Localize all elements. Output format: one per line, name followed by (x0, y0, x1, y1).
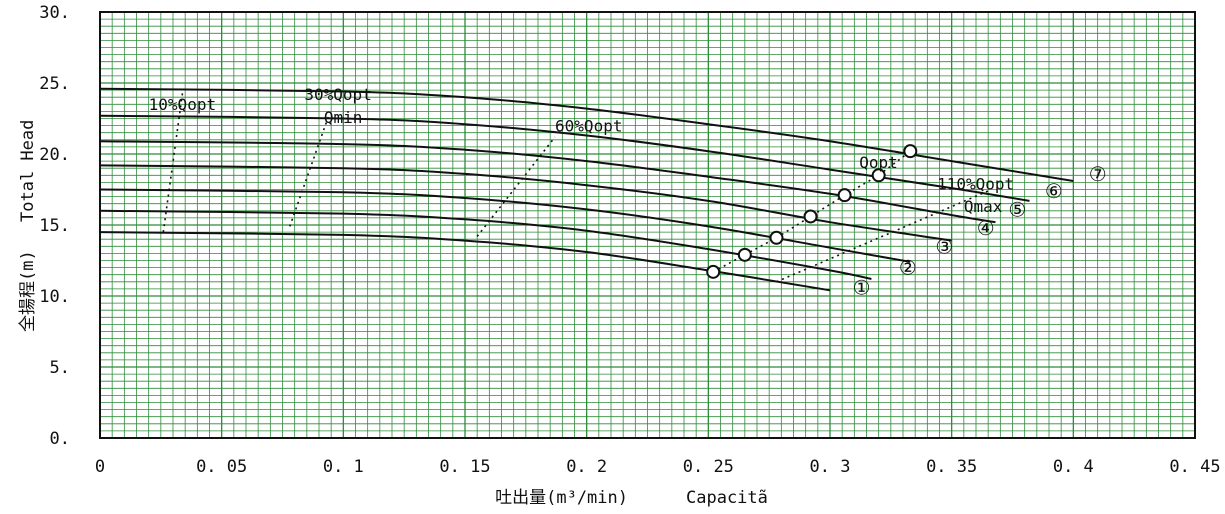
x-axis-title-jp: 吐出量(m³/min) (495, 488, 628, 508)
annotation-110-qopt: 110%Qopt (937, 175, 1014, 194)
y-tick-label: 20. (39, 145, 70, 165)
plot-frame (99, 11, 1196, 439)
opt-marker-7 (903, 144, 918, 159)
y-axis-title-jp: 全揚程(m) (18, 250, 38, 332)
head-curve-2 (99, 209, 872, 280)
x-tick-label: 0. 05 (196, 457, 247, 477)
head-curve-5 (99, 140, 996, 224)
x-tick-labels: 0 0. 05 0. 1 0. 15 0. 2 0. 25 0. 3 0. 35 0. 4 0. … (95, 457, 1221, 477)
curve-label-6: ⑥ (1045, 179, 1063, 203)
annotations: 10%Qopt 30%Qopt Qmin 60%Qopt Qopt 110%Qopt Qma… (149, 85, 1014, 216)
y-tick-label: 25. (39, 74, 70, 94)
opt-marker-2 (737, 247, 752, 262)
opt-marker-3 (769, 230, 784, 245)
guide-lines (162, 91, 989, 283)
y-tick-label: 10. (39, 287, 70, 307)
head-curve-7 (99, 87, 1074, 182)
curve-label-3: ③ (935, 234, 953, 258)
opt-marker-4 (803, 209, 818, 224)
x-tick-label: 0. 2 (566, 457, 607, 477)
guide-line-110-qopt (776, 190, 989, 283)
x-tick-label: 0. 4 (1053, 457, 1094, 477)
opt-markers (706, 144, 918, 279)
opt-marker-1 (706, 264, 721, 279)
opt-marker-5 (837, 188, 852, 203)
curve-label-2: ② (899, 256, 917, 280)
x-tick-label: 0. 35 (926, 457, 977, 477)
annotation-30-qopt: 30%Qopt (304, 85, 371, 104)
y-tick-label: 15. (39, 216, 70, 236)
x-tick-label: 0. 3 (810, 457, 851, 477)
y-axis-title-en: Total Head (18, 120, 38, 222)
head-curve-4 (99, 164, 952, 242)
annotation-qmax: Qmax (964, 197, 1003, 216)
guide-line-30-qopt (289, 115, 330, 227)
y-tick-label: 0. (50, 429, 70, 449)
annotation-qmin: Qmin (324, 108, 363, 127)
y-tick-label: 5. (50, 358, 70, 378)
annotation-qopt: Qopt (859, 153, 898, 172)
curve-label-5: ⑤ (1008, 197, 1026, 221)
curve-label-1: ① (853, 276, 871, 300)
y-tick-labels: 0. 5. 10. 15. 20. 25. 30. (39, 3, 70, 449)
curve-label-4: ④ (977, 216, 995, 240)
opt-marker-6 (871, 168, 886, 183)
head-curve-6 (99, 114, 1030, 202)
x-tick-label: 0. 1 (323, 457, 364, 477)
x-tick-label: 0. 45 (1169, 457, 1220, 477)
x-axis-title-en: Capacitã (686, 488, 768, 508)
x-tick-label: 0 (95, 457, 105, 477)
head-curve-3 (99, 188, 911, 263)
x-tick-label: 0. 15 (439, 457, 490, 477)
annotation-10-qopt: 10%Qopt (149, 95, 216, 114)
annotation-60-qopt: 60%Qopt (555, 116, 622, 135)
y-tick-label: 30. (39, 3, 70, 23)
x-tick-label: 0. 25 (683, 457, 734, 477)
grid (100, 12, 1195, 438)
curve-label-7: ⑦ (1089, 162, 1107, 186)
